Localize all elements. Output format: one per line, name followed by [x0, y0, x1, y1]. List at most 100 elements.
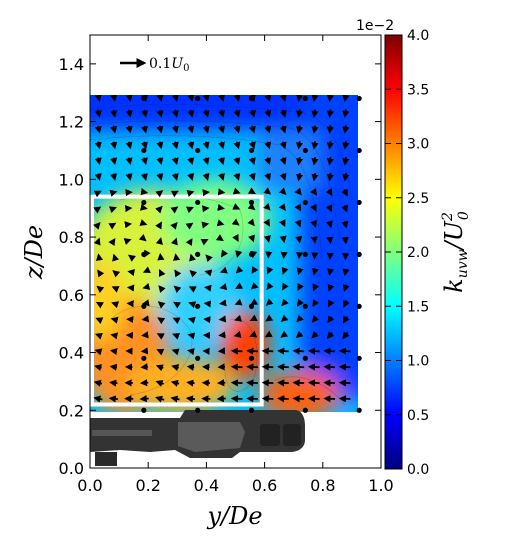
station-dot [302, 251, 308, 257]
y-tick-label: 1.4 [59, 55, 84, 74]
velocity-vector [185, 206, 194, 214]
velocity-vector [327, 299, 335, 308]
velocity-vector [125, 157, 133, 166]
velocity-vector [110, 95, 118, 103]
velocity-vector [311, 157, 319, 166]
velocity-vector [312, 299, 320, 308]
station-dot [302, 147, 308, 154]
y-tick-label: 1.2 [59, 113, 84, 132]
velocity-vector [140, 141, 148, 150]
station-dot [141, 147, 147, 154]
x-axis-ticks: 0.0 0.2 0.4 0.6 0.8 1.0 [77, 35, 394, 495]
velocity-vector [171, 364, 180, 372]
velocity-vector [171, 157, 179, 166]
y-tick-label: 1.0 [59, 170, 84, 189]
velocity-vector [187, 332, 196, 340]
velocity-vector [311, 314, 320, 323]
velocity-vector [341, 204, 348, 213]
station-dot [248, 407, 255, 413]
velocity-vector [266, 266, 274, 275]
station-dot [302, 199, 308, 206]
velocity-vector [246, 347, 258, 355]
velocity-vector [187, 348, 195, 356]
velocity-vector [307, 363, 320, 371]
velocity-vector [235, 282, 244, 289]
velocity-vector [202, 157, 210, 166]
velocity-vector [96, 285, 105, 294]
velocity-vector [235, 265, 244, 274]
velocity-vector [249, 330, 258, 338]
velocity-vector [295, 330, 304, 339]
station-dot [356, 303, 362, 309]
station-dot [195, 303, 201, 309]
velocity-vector [261, 395, 274, 403]
velocity-vector [264, 125, 272, 134]
velocity-vector [323, 379, 336, 387]
velocity-vector [155, 364, 164, 372]
velocity-vector [327, 268, 335, 276]
colorbar-tick-label: 2.0 [407, 245, 429, 261]
velocity-vector [326, 95, 334, 103]
colorbar-tick-label: 1.5 [407, 299, 429, 315]
colorbar-tick-label: 4.0 [407, 28, 429, 44]
velocity-vector [342, 125, 350, 134]
velocity-vector [156, 141, 164, 150]
velocity-vector [297, 282, 304, 291]
velocity-vector [279, 235, 287, 244]
velocity-vector [202, 173, 210, 181]
station-dot [356, 251, 362, 257]
velocity-vector [218, 109, 226, 118]
velocity-vector [311, 141, 319, 150]
velocity-vector [296, 125, 304, 134]
velocity-vector [233, 125, 241, 134]
velocity-vector [327, 315, 335, 324]
velocity-vector [310, 187, 318, 196]
station-dot [195, 355, 201, 361]
velocity-vector [248, 157, 256, 166]
x-tick-label: 0.4 [194, 476, 219, 495]
velocity-vector [264, 141, 272, 150]
velocity-vector [94, 125, 102, 134]
velocity-vector [307, 379, 320, 387]
velocity-vector [341, 220, 349, 229]
station-dot [141, 199, 147, 206]
velocity-vector [110, 332, 119, 340]
colorbar-tick-label: 0.5 [407, 408, 429, 424]
velocity-vector [170, 379, 180, 387]
velocity-vector [307, 347, 320, 355]
velocity-vector [156, 95, 164, 103]
velocity-vector [342, 268, 350, 277]
station-dot [248, 355, 255, 361]
velocity-vector [110, 173, 118, 181]
velocity-vector [185, 395, 196, 403]
velocity-vector [187, 125, 195, 134]
reference-vector: 0.1U0 [120, 56, 189, 74]
velocity-vector [277, 379, 289, 387]
velocity-vector [172, 301, 182, 309]
velocity-vector [155, 380, 164, 387]
velocity-vector [326, 109, 334, 119]
velocity-vector [187, 109, 195, 118]
velocity-vector [338, 363, 351, 371]
velocity-vector [155, 395, 165, 403]
velocity-vector [187, 157, 195, 166]
velocity-vector [230, 347, 243, 355]
velocity-vector [325, 204, 333, 213]
velocity-vector [310, 203, 317, 212]
velocity-vector [264, 330, 273, 338]
plot-area: 0.1U0 0.0 0.2 0.4 0.6 0.8 1.0 0.0 0.2 0.4 0.6 0.8… [59, 34, 394, 495]
velocity-vector [218, 95, 226, 103]
velocity-vector [108, 222, 117, 230]
velocity-vector [170, 237, 178, 246]
velocity-vector [247, 202, 256, 211]
colorbar-scale: 1e−2 [356, 18, 394, 34]
velocity-vector [296, 298, 305, 307]
velocity-vector [279, 109, 287, 118]
velocity-vector [265, 298, 274, 306]
velocity-vector [248, 172, 256, 181]
station-dot [195, 147, 201, 154]
velocity-vector [294, 203, 302, 212]
velocity-vector [342, 284, 350, 293]
velocity-vector [326, 172, 334, 182]
colorbar-ticks: 0.0 0.5 1.0 1.5 2.0 2.5 3.0 3.5 4.0 [385, 28, 429, 478]
